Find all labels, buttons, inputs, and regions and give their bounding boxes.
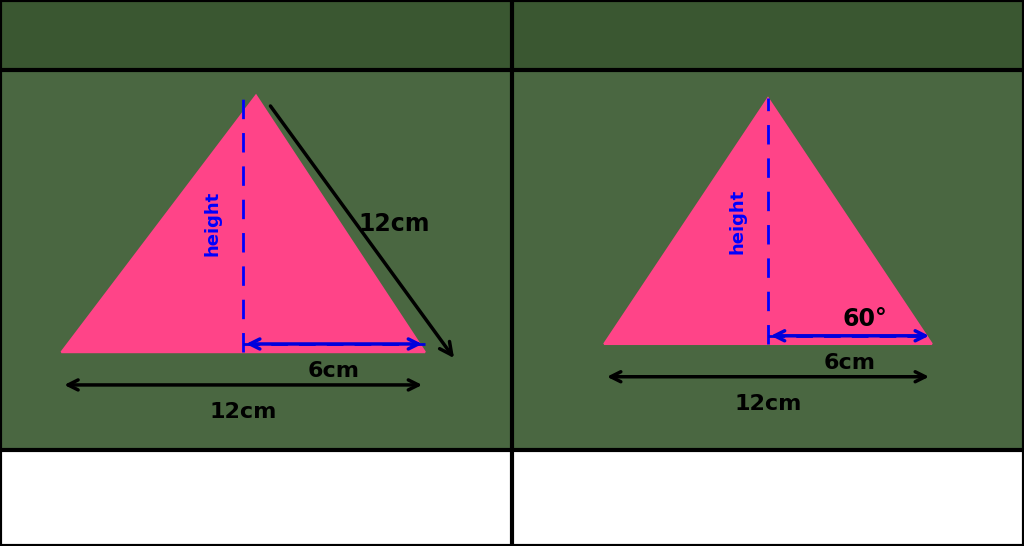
Text: height: height [204, 191, 221, 257]
Text: 12cm: 12cm [734, 394, 802, 414]
Text: 12cm: 12cm [358, 212, 430, 236]
Polygon shape [604, 98, 932, 344]
Text: Using Trigonometry: Using Trigonometry [637, 23, 899, 47]
Text: 6cm: 6cm [824, 353, 876, 373]
Text: $h = 6 \times \tan(60) = 6\sqrt{3}$: $h = 6 \times \tan(60) = 6\sqrt{3}$ [633, 480, 903, 516]
Polygon shape [61, 96, 425, 352]
Text: height: height [728, 188, 746, 254]
Text: 6cm: 6cm [308, 361, 360, 381]
Text: 12cm: 12cm [210, 402, 276, 422]
Text: 60°: 60° [843, 307, 888, 331]
Text: $h = \sqrt{12^2 - 6^2} = 6\sqrt{3}$: $h = \sqrt{12^2 - 6^2} = 6\sqrt{3}$ [127, 480, 385, 517]
Text: Using Pythagoras' Theorem: Using Pythagoras' Theorem [72, 23, 440, 47]
